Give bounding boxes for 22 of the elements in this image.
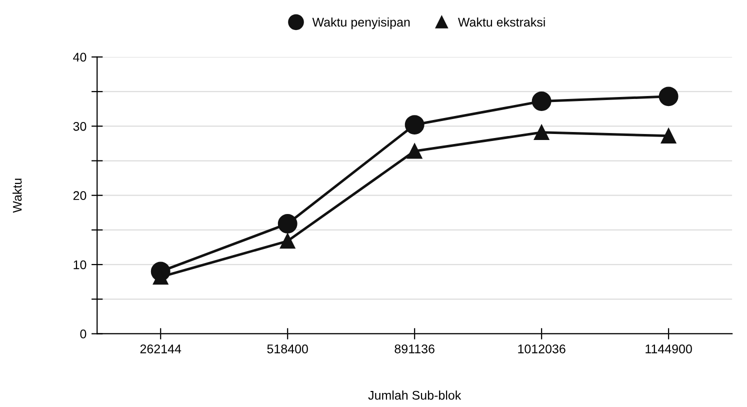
legend-label: Waktu penyisipan [312, 17, 410, 30]
point [658, 86, 678, 106]
point [278, 214, 298, 234]
point [406, 143, 422, 159]
y-tick-label: 0 [80, 330, 86, 338]
point [280, 233, 296, 249]
point [532, 92, 552, 111]
x-axis-title: Jumlah Sub-blok [368, 390, 462, 400]
x-tick-label: 1012036 [518, 344, 566, 354]
x-tick-label: 891136 [394, 344, 434, 354]
point [660, 128, 676, 144]
legend-label: Waktu ekstraksi [458, 17, 545, 27]
y-axis-title: Waktu [12, 178, 22, 213]
x-tick-label: 262144 [140, 344, 182, 354]
x-tick-label: 1144900 [646, 344, 692, 354]
point [534, 124, 550, 140]
point [404, 115, 424, 135]
y-tick-label: 30 [73, 122, 86, 131]
x-tick-label: 518400 [267, 344, 308, 354]
y-tick-label: 20 [73, 191, 86, 200]
y-tick-label: 10 [74, 260, 86, 270]
y-tick-label: 40 [73, 52, 86, 62]
